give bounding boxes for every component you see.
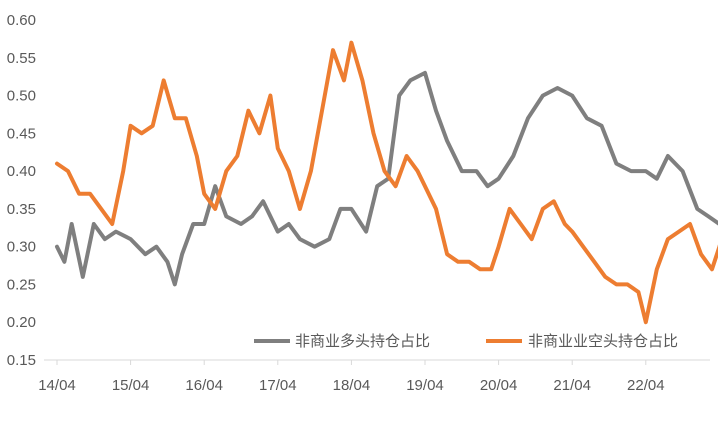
x-tick-label: 21/04 (553, 377, 591, 394)
y-tick-label: 0.35 (7, 201, 36, 218)
y-tick-label: 0.25 (7, 276, 36, 293)
y-tick-label: 0.30 (7, 239, 36, 256)
x-tick-label: 19/04 (406, 377, 444, 394)
legend-label-0: 非商业多头持仓占比 (295, 333, 430, 350)
x-tick-label: 18/04 (333, 377, 371, 394)
legend: 非商业多头持仓占比 非商业业空头持仓占比 (254, 333, 678, 350)
x-tick-label: 15/04 (112, 377, 150, 394)
series-line-0 (55, 70, 718, 287)
x-tick-label: 20/04 (480, 377, 518, 394)
legend-label-1: 非商业业空头持仓占比 (528, 333, 678, 350)
y-tick-label: 0.60 (7, 12, 36, 29)
series-group (55, 40, 718, 325)
y-tick-label: 0.55 (7, 50, 36, 67)
x-tick-label: 14/04 (38, 377, 76, 394)
x-tick-label: 17/04 (259, 377, 297, 394)
axes: 0.15 0.20 0.25 0.30 0.35 0.40 0.45 0.50 0.55 0.60… (7, 12, 710, 394)
y-tick-label: 0.15 (7, 352, 36, 369)
series-line-1 (55, 40, 718, 325)
y-tick-label: 0.40 (7, 163, 36, 180)
y-tick-label: 0.45 (7, 125, 36, 142)
x-tick-label: 16/04 (185, 377, 223, 394)
y-tick-label: 0.20 (7, 314, 36, 331)
y-tick-label: 0.50 (7, 88, 36, 105)
x-tick-label: 22/04 (627, 377, 665, 394)
